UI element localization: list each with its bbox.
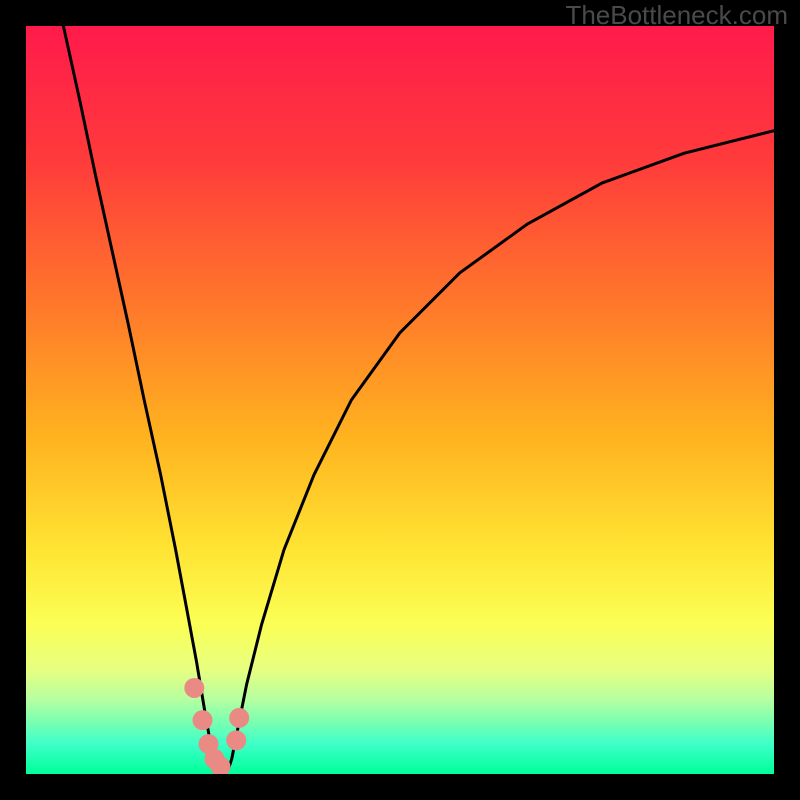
marker-point (184, 678, 204, 698)
marker-point (226, 730, 246, 750)
marker-point (193, 710, 213, 730)
curves-layer (26, 26, 774, 774)
left-curve (63, 26, 216, 770)
marker-point (229, 708, 249, 728)
watermark-text: TheBottleneck.com (565, 0, 788, 31)
plot-area (26, 26, 774, 774)
chart-frame (0, 0, 800, 800)
right-curve (228, 131, 774, 771)
